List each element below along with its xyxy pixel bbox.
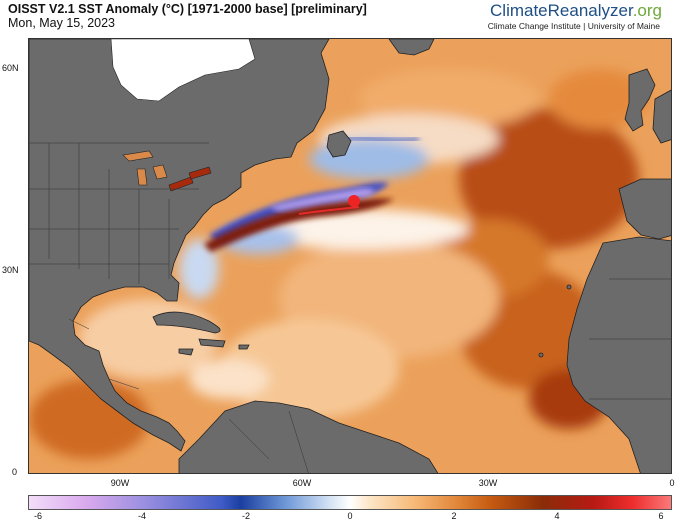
colorbar-tick: 4 [554,511,560,521]
lon-label-30w: 30W [478,478,498,488]
brand-logo[interactable]: ClimateReanalyzer.org [490,1,662,21]
sea-ice [110,39,256,102]
brand-name: ClimateReanalyzer [490,1,633,20]
colorbar-tick: -2 [241,511,251,521]
lon-label-90w: 90W [110,478,130,488]
lat-label-0: 0 [12,467,18,477]
institution-credit: Climate Change Institute | University of… [487,21,660,31]
colorbar-tick: 0 [347,511,353,521]
map-date: Mon, May 15, 2023 [8,16,116,30]
land-masses [29,39,671,473]
map-title: OISST V2.1 SST Anomaly (°C) [1971-2000 b… [8,2,367,16]
colorbar [28,495,672,510]
colorbar-tick: 2 [451,511,457,521]
lon-label-60w: 60W [292,478,312,488]
lat-label-60n: 60N [2,63,19,73]
colorbar-tick: -4 [137,511,147,521]
colorbar-tick: 6 [658,511,664,521]
brand-suffix: .org [632,1,662,20]
great-lakes [122,150,212,192]
sst-anomaly-map[interactable] [28,38,672,474]
colorbar-tick: -6 [33,511,43,521]
lat-label-30n: 30N [2,265,19,275]
gulf-stream-anomalies [204,134,420,252]
political-borders [29,142,671,473]
lon-label-0: 0 [669,478,675,488]
map-canvas [29,39,671,473]
